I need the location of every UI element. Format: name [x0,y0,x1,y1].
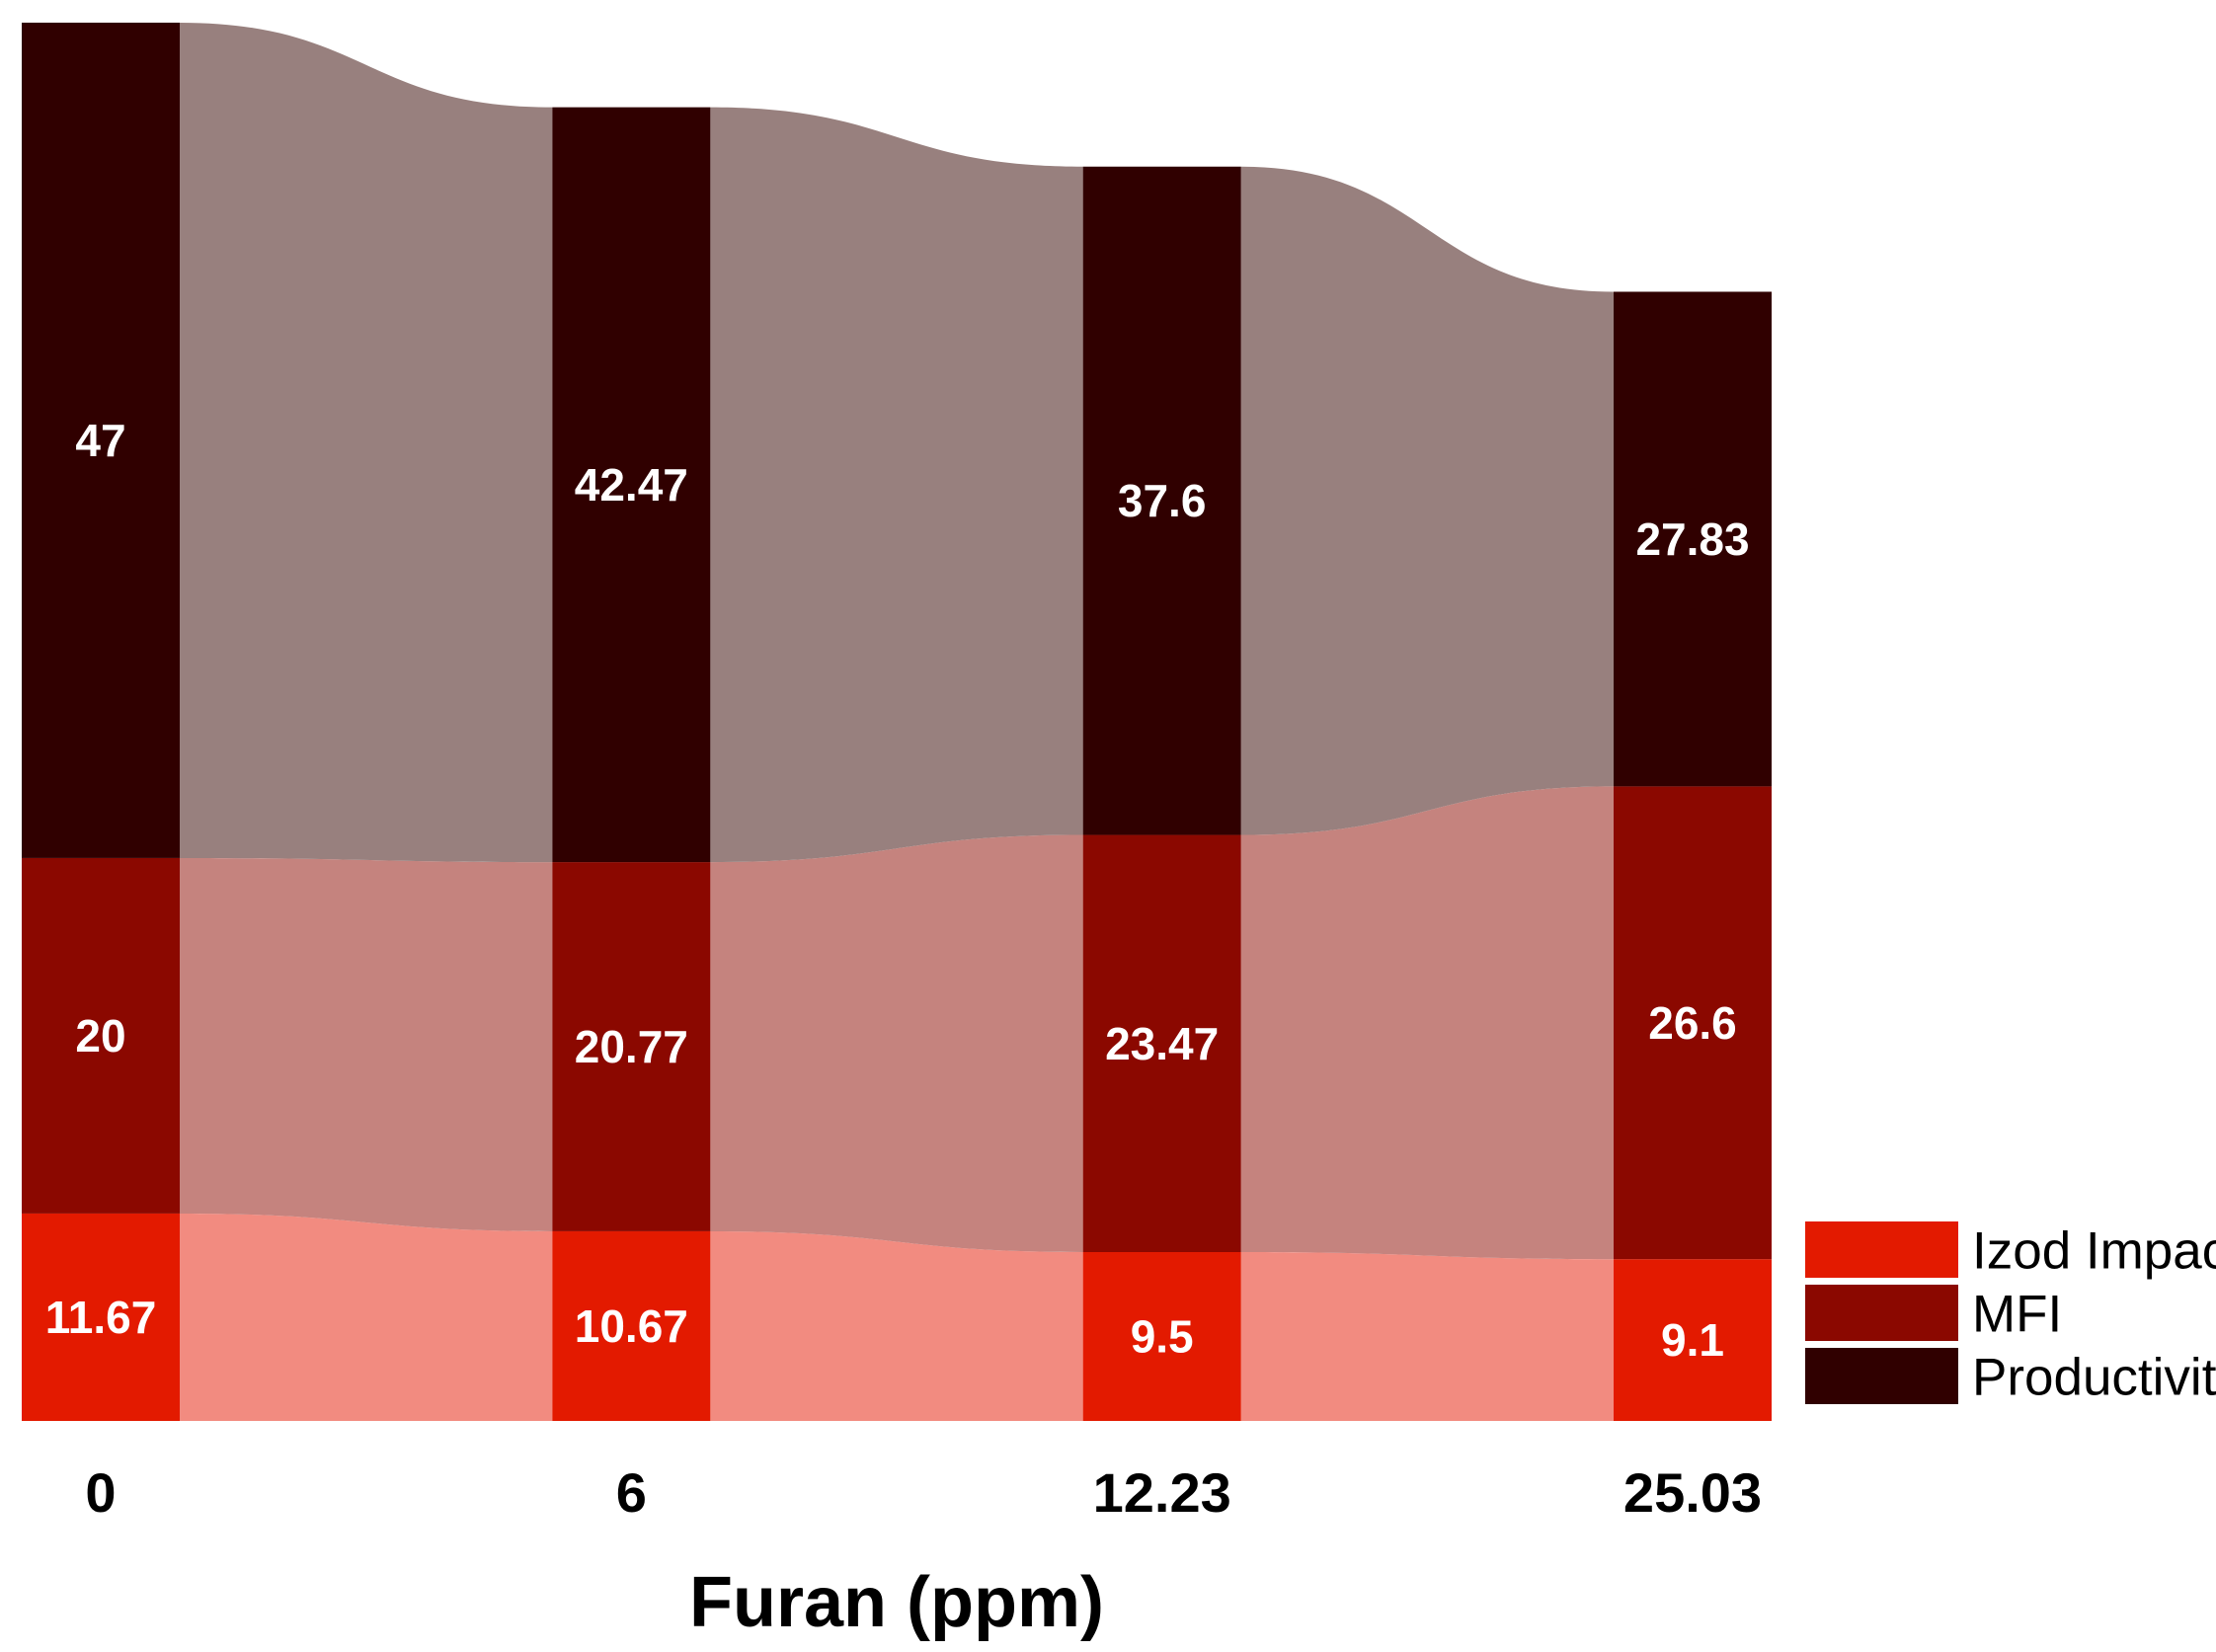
legend-label-mfi: MFI [1972,1286,2062,1344]
bar-izod-impact-2 [1082,1252,1241,1421]
bar-productivity-2 [1082,166,1241,835]
flow-productivity-0 [180,22,553,863]
bar-mfi-1 [552,862,711,1231]
bar-productivity-0 [22,22,180,858]
data-label-izod-impact-1: 10.67 [575,1300,688,1352]
flow-mfi-0 [180,857,553,1231]
flow-mfi-1 [710,834,1083,1252]
data-label-izod-impact-2: 9.5 [1131,1311,1194,1363]
flow-layer [180,22,1614,1421]
data-label-productivity-0: 47 [75,415,125,466]
bar-izod-impact-0 [22,1213,180,1421]
x-tick-label-0: 0 [85,1461,116,1524]
flow-izod-impact-1 [710,1230,1083,1421]
data-label-mfi-0: 20 [75,1010,125,1062]
x-tick-label-3: 25.03 [1623,1461,1762,1524]
bar-layer [22,22,1772,1421]
legend-swatch-mfi [1805,1285,1958,1341]
bar-izod-impact-3 [1614,1259,1772,1421]
bar-mfi-2 [1082,834,1241,1252]
flow-mfi-2 [1240,786,1614,1260]
data-label-izod-impact-0: 11.67 [45,1292,157,1343]
data-label-productivity-2: 37.6 [1118,475,1207,526]
bar-productivity-1 [552,107,711,863]
data-label-productivity-3: 27.83 [1635,513,1749,565]
bar-label-layer: 11.67 20 47 10.67 20.77 42.47 9.5 23.47 37.6 9.1 2… [45,415,1750,1366]
x-tick-layer: 0 6 12.23 25.03 [85,1461,1762,1524]
bar-mfi-0 [22,857,180,1214]
flow-izod-impact-0 [180,1213,553,1421]
legend-label-izod-impact: Izod Impact [1972,1222,2216,1281]
data-label-mfi-1: 20.77 [575,1021,688,1072]
flow-productivity-1 [710,107,1083,863]
x-tick-label-2: 12.23 [1093,1461,1231,1524]
data-label-izod-impact-3: 9.1 [1661,1314,1724,1366]
data-label-productivity-1: 42.47 [575,459,688,511]
legend-swatch-izod-impact [1805,1221,1958,1278]
x-axis-title: Furan (ppm) [689,1563,1104,1642]
bar-productivity-3 [1614,291,1772,787]
legend-label-productivity: Productivity [1972,1349,2216,1407]
flow-izod-impact-2 [1240,1252,1614,1421]
legend-swatch-productivity [1805,1348,1958,1404]
bar-izod-impact-1 [552,1230,711,1421]
data-label-mfi-3: 26.6 [1648,997,1737,1049]
flow-productivity-2 [1240,166,1614,835]
bar-mfi-3 [1614,786,1772,1260]
data-label-mfi-2: 23.47 [1105,1018,1219,1069]
x-tick-label-1: 6 [616,1461,647,1524]
